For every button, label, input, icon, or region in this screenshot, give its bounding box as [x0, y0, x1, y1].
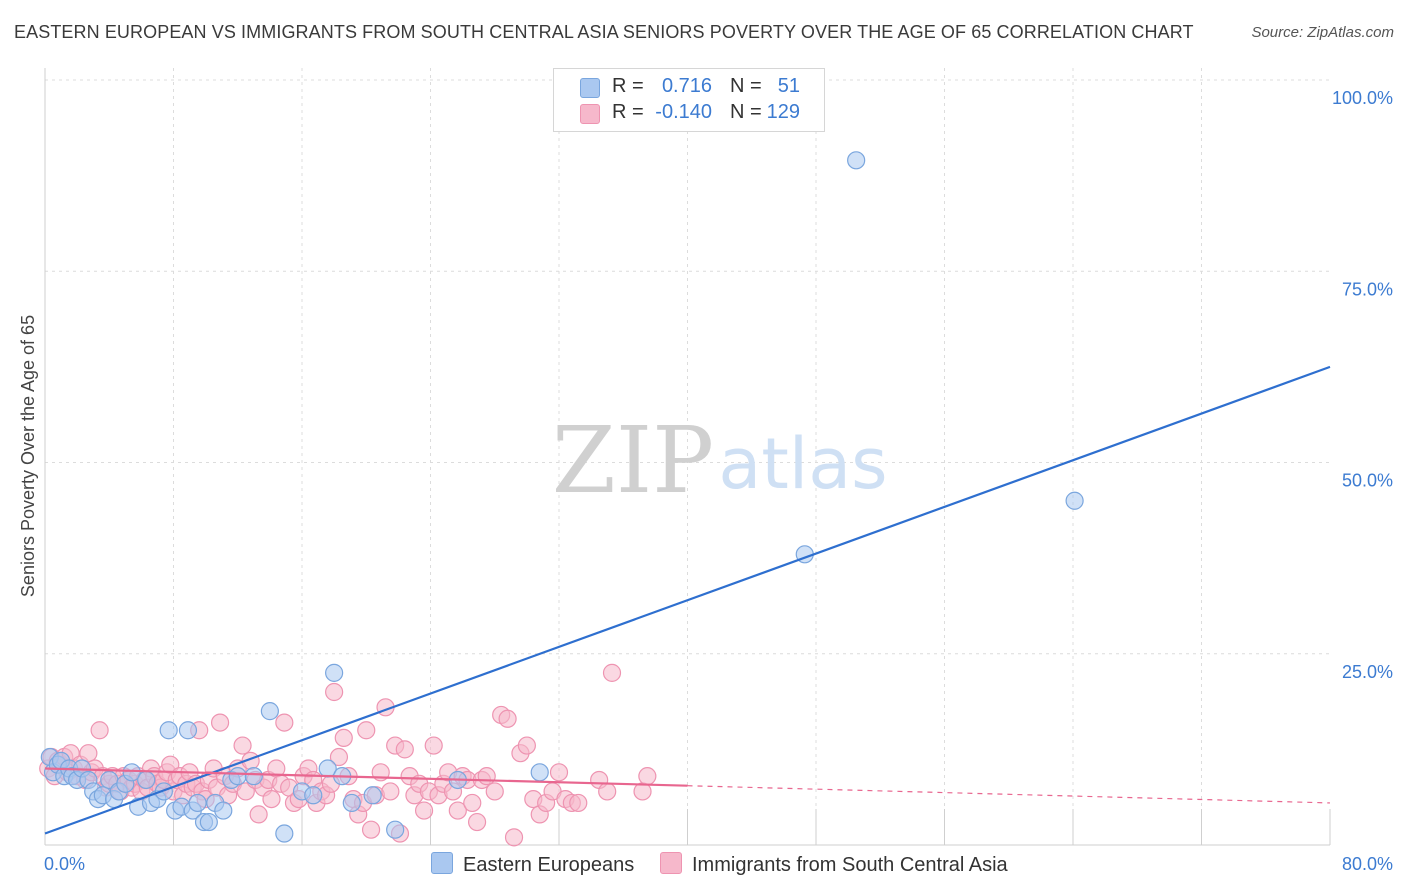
data-point-pink: [477, 767, 496, 786]
legend-n-value: 129: [766, 101, 800, 123]
data-point-pink: [233, 736, 252, 755]
legend-item-south-central-asia[interactable]: Immigrants from South Central Asia: [660, 852, 1008, 877]
series-pink-points: [39, 663, 657, 847]
data-point-pink: [361, 820, 381, 839]
data-point-blue: [188, 793, 207, 813]
data-point-blue: [178, 721, 198, 740]
legend-r-label: R =: [612, 75, 644, 97]
data-point-pink: [498, 709, 517, 728]
trend-line-pink-extension: [687, 785, 1331, 804]
legend-swatch-blue: [431, 852, 453, 874]
data-point-pink: [463, 793, 482, 813]
data-point-blue: [260, 702, 279, 721]
data-point-pink: [381, 782, 400, 801]
chart-title: EASTERN EUROPEAN VS IMMIGRANTS FROM SOUT…: [14, 22, 1194, 42]
data-point-blue: [847, 151, 866, 170]
data-point-blue: [342, 793, 361, 813]
watermark-atlas: atlas: [718, 423, 887, 505]
series-blue-points: [40, 151, 1084, 843]
data-point-pink: [504, 828, 524, 847]
axis-layer: [44, 68, 1331, 846]
source-label: Source: ZipAtlas.com: [1251, 24, 1394, 41]
x-tick-label: 80.0%: [1342, 854, 1393, 874]
data-point-blue: [122, 763, 141, 782]
data-point-blue: [1065, 491, 1084, 510]
legend-n-value: 51: [777, 75, 800, 97]
data-point-pink: [90, 721, 109, 740]
legend-n-label: N =: [730, 75, 762, 97]
watermark: ZIP atlas: [552, 407, 888, 514]
data-point-pink: [598, 782, 617, 801]
data-point-pink: [329, 747, 349, 767]
trend-line-blue: [44, 365, 1331, 835]
legend-row-blue: R = 0.716 N = 51: [554, 75, 824, 101]
y-axis-label: Seniors Poverty Over the Age of 65: [18, 315, 38, 597]
legend-label-blue: Eastern Europeans: [463, 854, 635, 876]
legend-r-value: -0.140: [655, 101, 712, 123]
data-point-pink: [448, 801, 467, 820]
data-point-pink: [424, 736, 443, 755]
data-point-pink: [638, 767, 657, 786]
data-point-pink: [210, 713, 230, 732]
legend-r-label: R =: [612, 101, 644, 123]
data-point-blue: [137, 770, 156, 790]
trend-lines: [44, 365, 1331, 835]
data-point-pink: [275, 713, 294, 732]
data-point-pink: [602, 663, 622, 682]
data-point-pink: [249, 805, 268, 824]
data-point-pink: [334, 728, 353, 748]
tick-labels: 100.0% 75.0% 50.0% 25.0% 0.0% 80.0%: [44, 88, 1393, 874]
data-point-pink: [467, 812, 487, 832]
y-tick-label: 100.0%: [1332, 88, 1393, 108]
legend-n-label: N =: [730, 101, 762, 123]
legend-item-eastern-europeans[interactable]: Eastern Europeans: [431, 852, 634, 877]
y-tick-label: 75.0%: [1342, 279, 1393, 299]
data-point-blue: [275, 824, 294, 843]
legend-row-pink: R = -0.140 N = 129: [554, 101, 824, 127]
data-point-blue: [199, 812, 218, 832]
y-tick-label: 25.0%: [1342, 662, 1393, 682]
data-point-pink: [569, 793, 588, 813]
data-point-pink: [414, 801, 434, 820]
data-point-pink: [262, 789, 281, 809]
legend-r-value: 0.716: [661, 75, 712, 97]
data-point-blue: [159, 721, 178, 740]
data-point-pink: [325, 682, 344, 702]
data-point-pink: [517, 736, 536, 755]
legend-label-pink: Immigrants from South Central Asia: [692, 854, 1008, 876]
data-point-blue: [530, 763, 549, 782]
legend-swatch-blue: [580, 78, 600, 98]
legend-swatch-pink: [580, 104, 600, 124]
data-point-blue: [386, 820, 405, 839]
data-point-blue: [363, 786, 382, 805]
data-point-pink: [79, 744, 98, 763]
stats-legend: R = 0.716 N = 51 R = -0.140 N = 129: [553, 68, 825, 132]
data-point-blue: [228, 767, 247, 786]
data-point-blue: [244, 767, 263, 786]
legend-swatch-pink: [660, 852, 682, 874]
data-point-blue: [304, 786, 323, 805]
data-point-blue: [214, 801, 233, 820]
data-point-pink: [549, 763, 569, 782]
x-tick-label: 0.0%: [44, 854, 85, 874]
data-point-blue: [325, 663, 344, 682]
watermark-zip: ZIP: [552, 407, 714, 514]
y-tick-label: 50.0%: [1342, 471, 1393, 491]
trend-line-pink: [44, 767, 688, 787]
data-point-pink: [357, 721, 376, 740]
data-point-pink: [395, 740, 414, 759]
data-point-pink: [485, 782, 504, 801]
